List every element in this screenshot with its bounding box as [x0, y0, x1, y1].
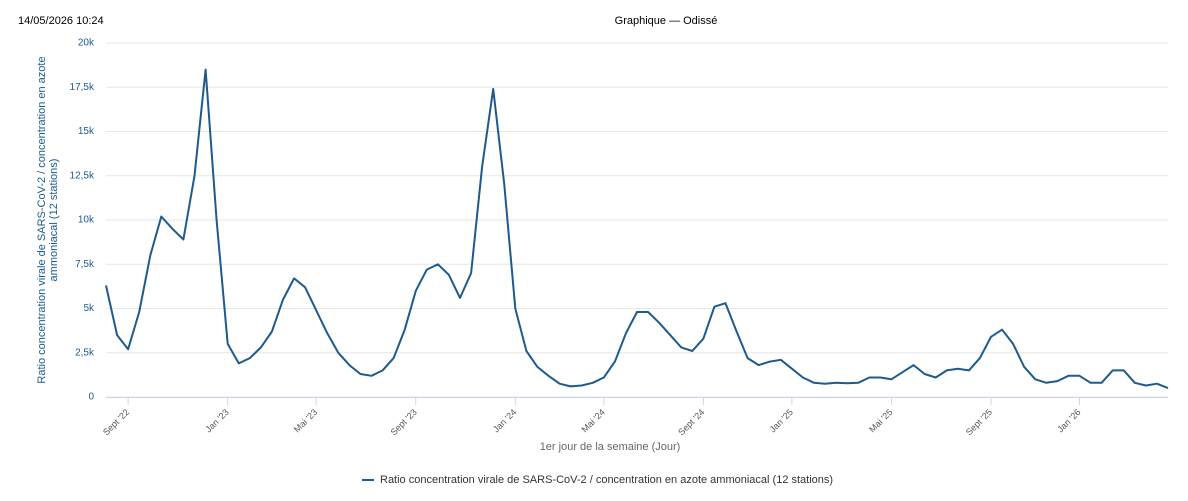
y-axis-title-line: Ratio concentration virale de SARS-CoV-2…: [36, 56, 48, 383]
x-tick-label: Jan '25: [768, 407, 795, 434]
y-axis-title-line: ammoniacal (12 stations): [48, 159, 60, 282]
y-tick-label: 15k: [78, 126, 95, 137]
x-tick-label: Mai '25: [867, 407, 894, 434]
line-series: [105, 68, 1169, 390]
x-tick-label: Sept '22: [101, 407, 131, 437]
x-tick-label: Jan '24: [491, 407, 518, 434]
y-tick-label: 0: [88, 392, 94, 403]
x-tick-label: Jan '23: [203, 407, 230, 434]
y-tick-label: 2,5k: [75, 347, 95, 358]
y-tick-label: 20k: [78, 38, 95, 49]
x-tick-label: Sept '23: [389, 407, 419, 437]
y-tick-label: 7,5k: [75, 259, 95, 270]
y-tick-label: 5k: [83, 303, 95, 314]
y-tick-label: 17,5k: [70, 82, 95, 93]
x-tick-label: Mai '24: [580, 407, 607, 434]
y-axis-title: Ratio concentration virale de SARS-CoV-2…: [36, 56, 60, 383]
legend-item: Ratio concentration virale de SARS-CoV-2…: [362, 474, 833, 486]
x-tick-label: Jan '26: [1055, 407, 1082, 434]
y-tick-label: 12,5k: [70, 170, 95, 181]
x-tick-label: Sept '24: [676, 407, 706, 437]
x-axis-title: 1er jour de la semaine (Jour): [540, 441, 681, 453]
timestamp: 14/05/2026 10:24: [18, 15, 104, 27]
x-tick-label: Mai '23: [292, 407, 319, 434]
x-tick-label: Sept '25: [964, 407, 994, 437]
y-tick-label: 10k: [78, 215, 95, 226]
legend-label: Ratio concentration virale de SARS-CoV-2…: [380, 474, 833, 486]
page-title: Graphique — Odissé: [615, 15, 718, 27]
